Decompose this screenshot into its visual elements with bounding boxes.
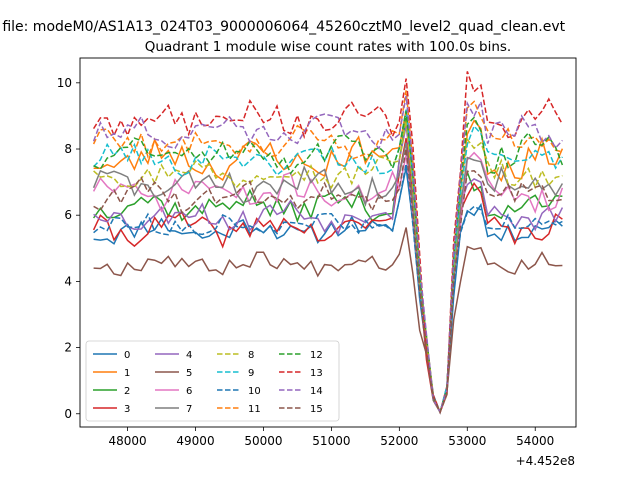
- x-tick-label: 48000: [108, 434, 146, 448]
- legend-box: [85, 340, 340, 422]
- series-line-5: [93, 227, 563, 414]
- suptitle: n file: modeM0/AS1A13_024T03_9000006064_…: [0, 19, 566, 35]
- y-tick-label: 8: [64, 142, 72, 156]
- series-line-6: [92, 151, 564, 415]
- plot-lines: [92, 71, 564, 415]
- chart-title: Quadrant 1 module wise count rates with …: [145, 39, 511, 55]
- legend-label-9: 9: [248, 368, 254, 379]
- series-line-10: [93, 163, 563, 415]
- x-tick-label: 51000: [312, 434, 350, 448]
- x-axis: 48000 49000 50000 51000 52000 53000 54000: [108, 427, 554, 448]
- x-tick-label: 53000: [448, 434, 486, 448]
- y-tick-label: 2: [64, 341, 72, 355]
- legend-label-1: 1: [124, 368, 130, 379]
- y-tick-label: 6: [64, 208, 72, 222]
- series-line-3: [92, 138, 563, 415]
- y-tick-label: 4: [64, 274, 72, 288]
- x-offset-label: +4.452e8: [516, 454, 575, 468]
- axes-frame: [79, 57, 577, 428]
- legend-label-15: 15: [310, 404, 323, 415]
- x-tick-label: 50000: [244, 434, 282, 448]
- legend-label-14: 14: [310, 386, 323, 397]
- legend-label-2: 2: [124, 386, 130, 397]
- series-line-12: [93, 111, 564, 414]
- legend-label-0: 0: [124, 350, 130, 361]
- legend-label-3: 3: [124, 404, 130, 415]
- legend-label-12: 12: [310, 350, 323, 361]
- legend-label-8: 8: [248, 350, 254, 361]
- series-line-11: [92, 90, 563, 415]
- y-tick-label: 0: [64, 407, 72, 421]
- legend-label-10: 10: [248, 386, 261, 397]
- y-tick-label: 10: [57, 76, 72, 90]
- y-axis: 0 2 4 6 8 10: [57, 76, 80, 421]
- series-line-4: [93, 125, 564, 415]
- legend-label-5: 5: [186, 368, 192, 379]
- legend-label-7: 7: [186, 404, 192, 415]
- x-tick-label: 52000: [380, 434, 418, 448]
- legend-label-13: 13: [310, 368, 323, 379]
- series-line-9: [93, 109, 564, 415]
- legend-label-11: 11: [248, 404, 261, 415]
- series-line-15: [93, 148, 563, 415]
- series-line-14: [92, 95, 563, 414]
- x-tick-label: 54000: [516, 434, 554, 448]
- series-line-13: [92, 71, 564, 415]
- x-tick-label: 49000: [176, 434, 214, 448]
- legend-label-4: 4: [186, 350, 192, 361]
- legend-label-6: 6: [186, 386, 192, 397]
- series-line-8: [93, 120, 563, 415]
